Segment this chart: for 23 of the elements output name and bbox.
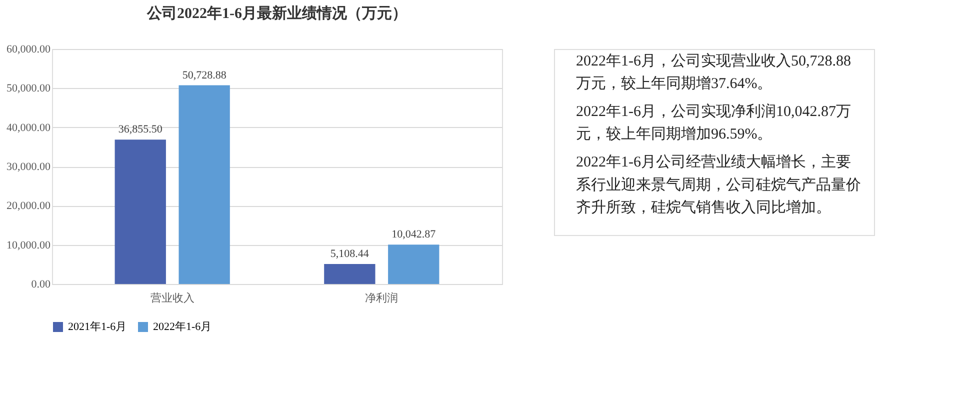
y-tick-label: 0.00: [31, 278, 51, 290]
y-tick-label: 60,000.00: [6, 44, 51, 56]
text: 2022年1-6月，公司实现净利润10,042.87万元，较上年同期增加96.59%。: [576, 103, 851, 143]
y-tick-label: 40,000.00: [6, 122, 51, 134]
y-tick-label: 50,000.00: [6, 82, 51, 95]
bar: [324, 264, 376, 284]
x-tick-label: 净利润: [365, 292, 398, 304]
data-label: 5,108.44: [330, 248, 370, 260]
data-label: 10,042.87: [392, 228, 436, 241]
y-tick-label: 30,000.00: [6, 161, 51, 173]
bar: [114, 140, 166, 284]
x-tick-label: 营业收入: [150, 292, 194, 304]
data-label: 50,728.88: [182, 69, 227, 82]
chart-title: 公司2022年1-6月最新业绩情况（万元）: [146, 4, 407, 22]
legend-label: 2022年1-6月: [153, 321, 212, 333]
text: 2022年1-6月，公司实现营业收入50,728.88万元，较上年同期增37.64%。: [576, 52, 851, 92]
y-tick-label: 10,000.00: [6, 239, 51, 252]
text: 2022年1-6月公司经营业绩大幅增长，主要系行业迎来景气周期，公司硅烷气产品量价齐升所致，硅烷气销售收入同比增加。: [576, 154, 861, 216]
bar: [388, 244, 440, 284]
legend-label: 2021年1-6月: [68, 321, 127, 333]
y-tick-label: 20,000.00: [6, 200, 51, 212]
data-label: 36,855.50: [118, 124, 163, 136]
bar: [178, 85, 230, 284]
